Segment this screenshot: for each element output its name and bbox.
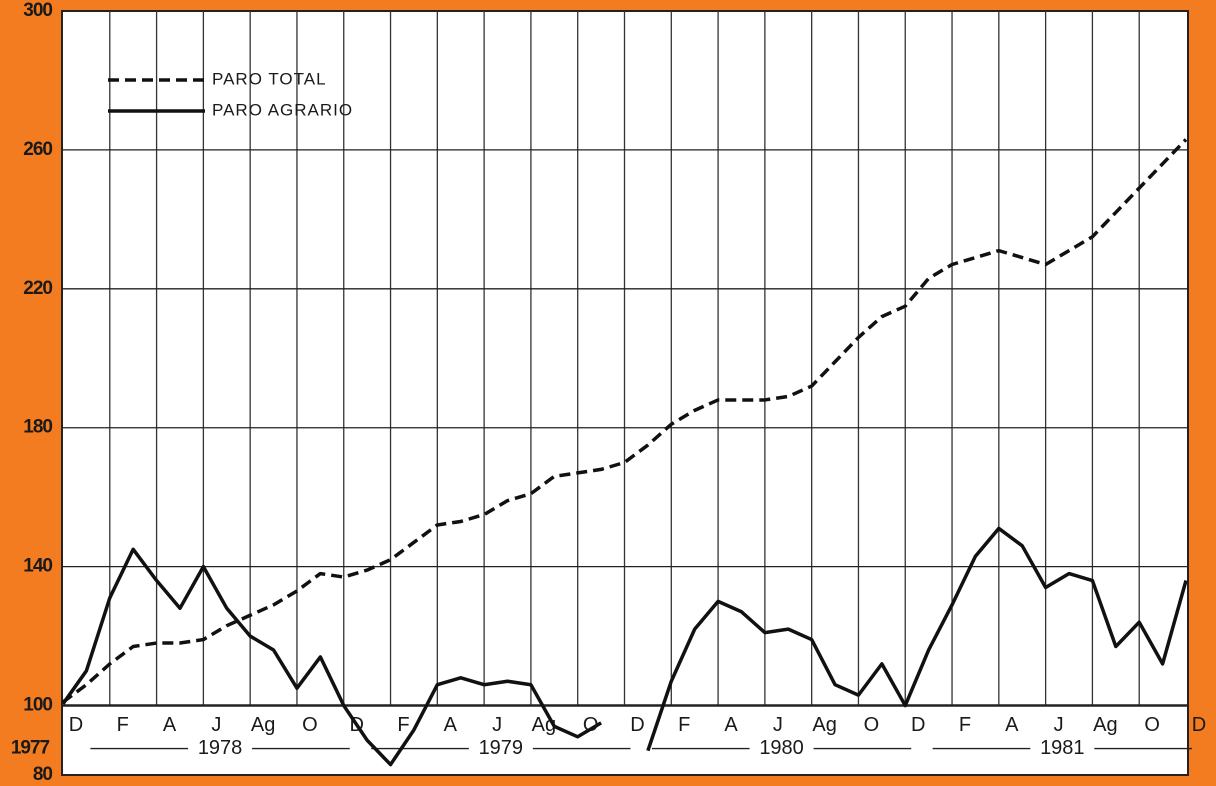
x-tick-label: A bbox=[163, 714, 177, 736]
x-tick-label: F bbox=[397, 714, 409, 736]
x-tick-label: Ag bbox=[251, 714, 275, 736]
series-line bbox=[61, 526, 1188, 767]
x-tick-label: J bbox=[1054, 714, 1064, 736]
x-tick-label: D bbox=[630, 714, 644, 736]
x-tick-label: O bbox=[864, 714, 880, 736]
x-tick-label: F bbox=[117, 714, 129, 736]
y-tick-label: 220 bbox=[23, 278, 52, 299]
legend-label: PARO TOTAL bbox=[212, 69, 327, 88]
x-tick-label: J bbox=[773, 714, 783, 736]
x-tick-label: F bbox=[959, 714, 971, 736]
year-label: 1980 bbox=[759, 737, 804, 759]
x-tick-label: O bbox=[302, 714, 318, 736]
y-tick-label: 80 bbox=[33, 764, 53, 785]
x-tick-label: A bbox=[1005, 714, 1019, 736]
x-tick-label: D bbox=[1192, 714, 1206, 736]
x-tick-label: O bbox=[1144, 714, 1160, 736]
x-tick-label: Ag bbox=[1093, 714, 1117, 736]
x-tick-label: D bbox=[69, 714, 83, 736]
year-label: 1979 bbox=[479, 737, 524, 759]
y-tick-label: 140 bbox=[23, 556, 52, 577]
x-tick-label: A bbox=[444, 714, 458, 736]
year-label: 1981 bbox=[1040, 737, 1085, 759]
legend-label: PARO AGRARIO bbox=[212, 100, 353, 119]
y-tick-label: 180 bbox=[23, 417, 52, 438]
x-tick-label: J bbox=[492, 714, 502, 736]
series-line bbox=[61, 138, 1188, 704]
x-tick-label: Ag bbox=[812, 714, 836, 736]
y-tick-label: 100 bbox=[23, 695, 52, 716]
x-tick-label: J bbox=[211, 714, 221, 736]
year-label: 1977 bbox=[11, 738, 50, 759]
x-tick-label: D bbox=[911, 714, 925, 736]
y-tick-label: 300 bbox=[23, 0, 52, 21]
year-label: 1978 bbox=[198, 737, 243, 759]
x-tick-label: A bbox=[724, 714, 738, 736]
y-tick-label: 260 bbox=[23, 139, 52, 160]
x-tick-label: F bbox=[678, 714, 690, 736]
